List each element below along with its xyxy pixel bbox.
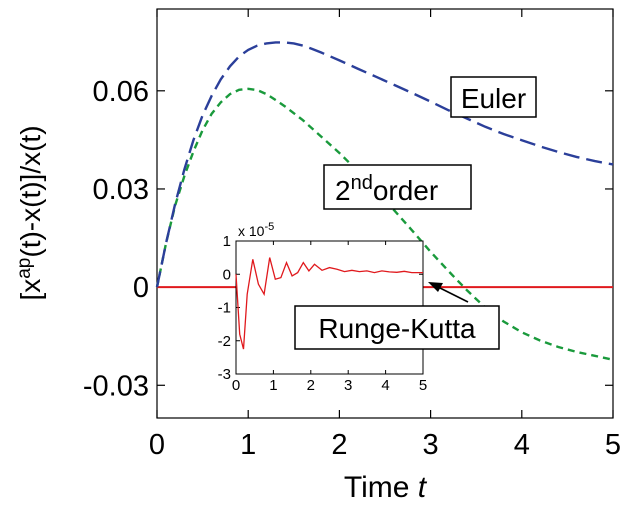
x-axis-label: Time t (344, 471, 428, 504)
x-tick-label: 0 (149, 429, 165, 461)
y-axis-label: [xap(t)-x(t)]/x(t) (14, 125, 46, 300)
inset-x-tick-label: 4 (381, 377, 389, 394)
runge-kutta-label: Runge-Kutta (318, 313, 476, 344)
euler-label: Euler (461, 83, 526, 114)
euler-annotation: Euler (450, 76, 537, 118)
inset-y-tick-label: -1 (218, 300, 231, 317)
x-tick-label: 5 (605, 429, 621, 461)
main-y-ticks: -0.03 0 0.03 0.06 (83, 76, 613, 402)
inset-series-line-runge-kutta (235, 257, 423, 350)
y-tick-label: 0.03 (93, 174, 149, 206)
euler-label-box (450, 76, 537, 118)
inset-y-tick-label: -2 (218, 333, 231, 350)
runge-kutta-label-box (294, 305, 500, 350)
main-plot-frame (156, 8, 614, 419)
x-tick-label: 3 (423, 429, 439, 461)
inset-y-tick-label: -3 (218, 366, 231, 383)
x-tick-label: 1 (240, 429, 256, 461)
y-tick-label: 0 (133, 272, 149, 304)
runge-kutta-arrowhead (428, 282, 443, 292)
inset-y-tick-label: 1 (223, 233, 231, 250)
second-order-label-box (323, 164, 472, 210)
inset-x-tick-label: 0 (232, 377, 240, 394)
series-line-euler (155, 41, 614, 288)
y-tick-label: 0.06 (93, 76, 149, 108)
series-line-2nd-order (155, 87, 614, 361)
inset-exponent-label: x 10-5 (238, 221, 274, 239)
inset-x-ticks: 0 1 2 3 4 5 (232, 241, 427, 394)
main-x-ticks: 0 1 2 3 4 5 (149, 9, 621, 461)
second-order-annotation: 2ndorder (323, 164, 472, 210)
inset-x-tick-label: 2 (307, 377, 315, 394)
inset-x-tick-label: 5 (419, 377, 427, 394)
inset-series (235, 257, 423, 350)
inset-y-tick-label: 0 (223, 266, 231, 283)
inset-x-tick-label: 3 (344, 377, 352, 394)
second-order-label: 2ndorder (335, 172, 438, 206)
inset-y-ticks: -3 -2 -1 0 1 (218, 233, 423, 383)
y-tick-label: -0.03 (83, 370, 149, 402)
x-tick-label: 4 (514, 429, 530, 461)
inset-x-tick-label: 1 (269, 377, 277, 394)
runge-kutta-annotation: Runge-Kutta (294, 282, 500, 350)
x-tick-label: 2 (331, 429, 347, 461)
